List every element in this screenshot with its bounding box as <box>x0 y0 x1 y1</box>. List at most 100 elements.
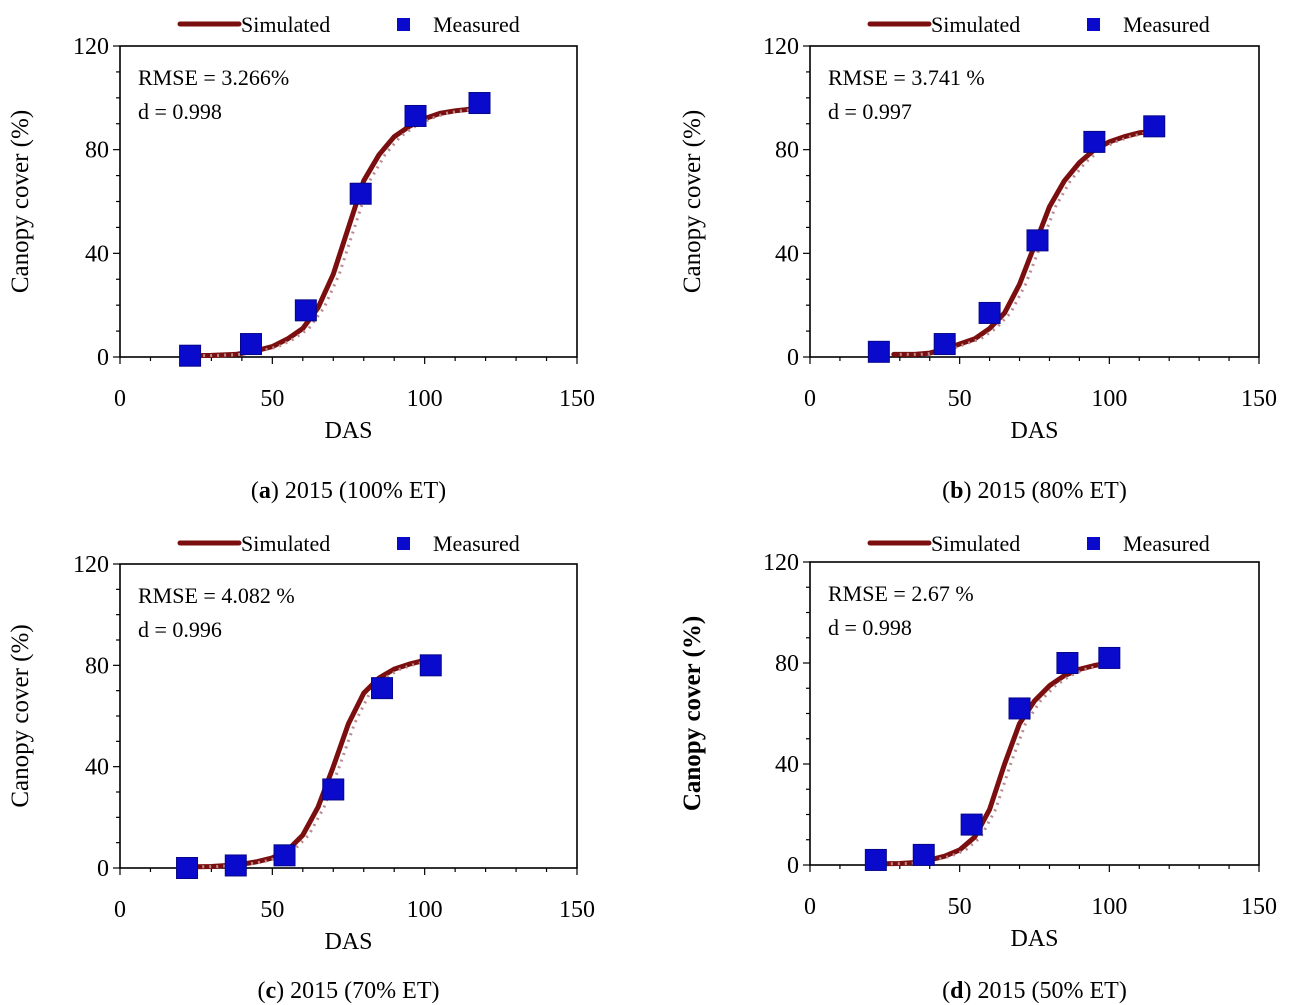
x-tick-label: 50 <box>948 894 972 920</box>
measured-point <box>1056 652 1079 674</box>
legend-simulated-label: Simulated <box>931 12 1020 37</box>
y-tick-label: 0 <box>97 345 109 371</box>
measured-point <box>933 333 956 356</box>
plot-frame <box>809 561 1260 866</box>
x-axis-label: DAS <box>1010 926 1058 952</box>
measured-point <box>322 778 345 801</box>
chart-panel-d: 0 50 100 150 0 40 80 120 DAS Canopy cover (%) RMSE… <box>645 515 1289 1005</box>
y-tick-label: 80 <box>85 138 109 164</box>
stats-text: d = 0.998 <box>138 99 222 124</box>
x-tick-label: 50 <box>260 386 284 412</box>
measured-point <box>864 848 887 871</box>
y-tick-label: 0 <box>787 853 799 879</box>
panel-caption-text: 2015 (100% ET) <box>285 478 446 504</box>
chart-panel-a: 0 50 100 150 0 40 80 120 DAS Canopy cover (%) RMSE… <box>0 0 645 510</box>
measured-point <box>404 104 427 127</box>
legend-simulated-label: Simulated <box>241 12 330 37</box>
legend-measured-label: Measured <box>433 12 520 37</box>
x-tick-label: 150 <box>1241 386 1277 412</box>
y-axis-label: Canopy cover (%) <box>679 110 706 293</box>
legend: Simulated Measured <box>177 12 520 37</box>
chart-panel-c: 0 50 100 150 0 40 80 120 DAS Canopy cover (%) RMSE… <box>0 515 645 1005</box>
legend-measured-swatch <box>1087 537 1100 550</box>
y-tick-label: 120 <box>763 34 799 60</box>
measured-point <box>1083 130 1106 153</box>
legend: Simulated Measured <box>177 531 520 556</box>
y-tick-label: 80 <box>85 653 109 679</box>
measured-point <box>224 854 247 877</box>
x-tick-label: 100 <box>1091 386 1127 412</box>
panel-letter: b <box>950 478 963 504</box>
panel-caption-text: 2015 (70% ET) <box>290 978 439 1004</box>
x-tick-label: 100 <box>407 897 443 923</box>
y-tick-label: 40 <box>85 241 109 267</box>
chart-svg: 0 50 100 150 0 40 80 120 DAS Canopy cover (%) RMSE… <box>7 531 595 1004</box>
measured-point <box>1098 646 1121 669</box>
measured-point <box>867 340 890 363</box>
y-tick-label: 40 <box>85 755 109 781</box>
measured-point <box>179 344 202 367</box>
measured-point <box>349 182 372 205</box>
legend-measured-swatch <box>1087 18 1100 31</box>
simulated-line <box>882 660 1112 867</box>
y-tick-label: 40 <box>775 752 799 778</box>
simulated-marker-trace <box>899 130 1161 356</box>
x-tick-label: 0 <box>804 386 816 412</box>
x-tick-label: 100 <box>407 386 443 412</box>
legend-measured-label: Measured <box>1123 531 1210 556</box>
panel-caption-text: 2015 (50% ET) <box>978 978 1127 1004</box>
panel-letter: c <box>266 978 277 1004</box>
measured-point <box>912 843 935 866</box>
simulated-line <box>891 129 1157 357</box>
plot-frame <box>809 45 1260 358</box>
panel-caption: (b) 2015 (80% ET) <box>942 478 1127 504</box>
measured-point <box>294 299 317 322</box>
legend-measured-label: Measured <box>1123 12 1210 37</box>
chart-svg: 0 50 100 150 0 40 80 120 DAS Canopy cover (%) RMSE… <box>7 12 595 504</box>
stats-text: RMSE = 3.741 % <box>828 65 985 90</box>
measured-point <box>240 333 263 356</box>
stats-text: d = 0.998 <box>828 615 912 640</box>
plot-frame <box>119 563 578 869</box>
panel-letter: a <box>259 478 271 504</box>
legend-simulated-label: Simulated <box>931 531 1020 556</box>
x-tick-label: 150 <box>1241 894 1277 920</box>
legend: Simulated Measured <box>867 531 1210 556</box>
panel-caption-text: 2015 (80% ET) <box>978 478 1127 504</box>
legend-measured-swatch <box>397 18 410 31</box>
y-tick-label: 120 <box>73 34 109 60</box>
y-tick-label: 120 <box>73 552 109 578</box>
measured-point <box>371 677 394 700</box>
stats-text: RMSE = 3.266% <box>138 65 289 90</box>
y-tick-label: 120 <box>763 550 799 576</box>
x-axis-label: DAS <box>1010 418 1058 444</box>
stats-text: RMSE = 4.082 % <box>138 583 295 608</box>
y-tick-label: 0 <box>97 856 109 882</box>
panel-letter: d <box>950 978 964 1004</box>
simulated-marker-trace <box>196 106 486 358</box>
y-tick-label: 80 <box>775 138 799 164</box>
y-axis-label: Canopy cover (%) <box>7 110 34 293</box>
measured-point <box>273 844 296 867</box>
simulated-marker-trace <box>202 658 432 869</box>
x-axis-label: DAS <box>324 929 372 955</box>
stats-text: d = 0.997 <box>828 99 912 124</box>
chart-svg: 0 50 100 150 0 40 80 120 DAS Canopy cover (%) RMSE… <box>679 12 1277 504</box>
measured-point <box>468 92 491 115</box>
legend-simulated-label: Simulated <box>241 531 330 556</box>
x-tick-label: 0 <box>114 386 126 412</box>
x-tick-label: 0 <box>114 897 126 923</box>
x-tick-label: 150 <box>559 897 595 923</box>
legend: Simulated Measured <box>867 12 1210 37</box>
measured-point <box>1026 229 1049 252</box>
measured-point <box>1143 115 1166 138</box>
measured-point <box>978 301 1001 324</box>
legend-measured-label: Measured <box>433 531 520 556</box>
panel-caption: (a) 2015 (100% ET) <box>251 478 446 504</box>
measured-point <box>176 857 199 879</box>
y-tick-label: 40 <box>775 241 799 267</box>
panel-caption: (c) 2015 (70% ET) <box>258 978 440 1004</box>
x-tick-label: 0 <box>804 894 816 920</box>
x-axis-label: DAS <box>324 418 372 444</box>
x-tick-label: 50 <box>260 897 284 923</box>
